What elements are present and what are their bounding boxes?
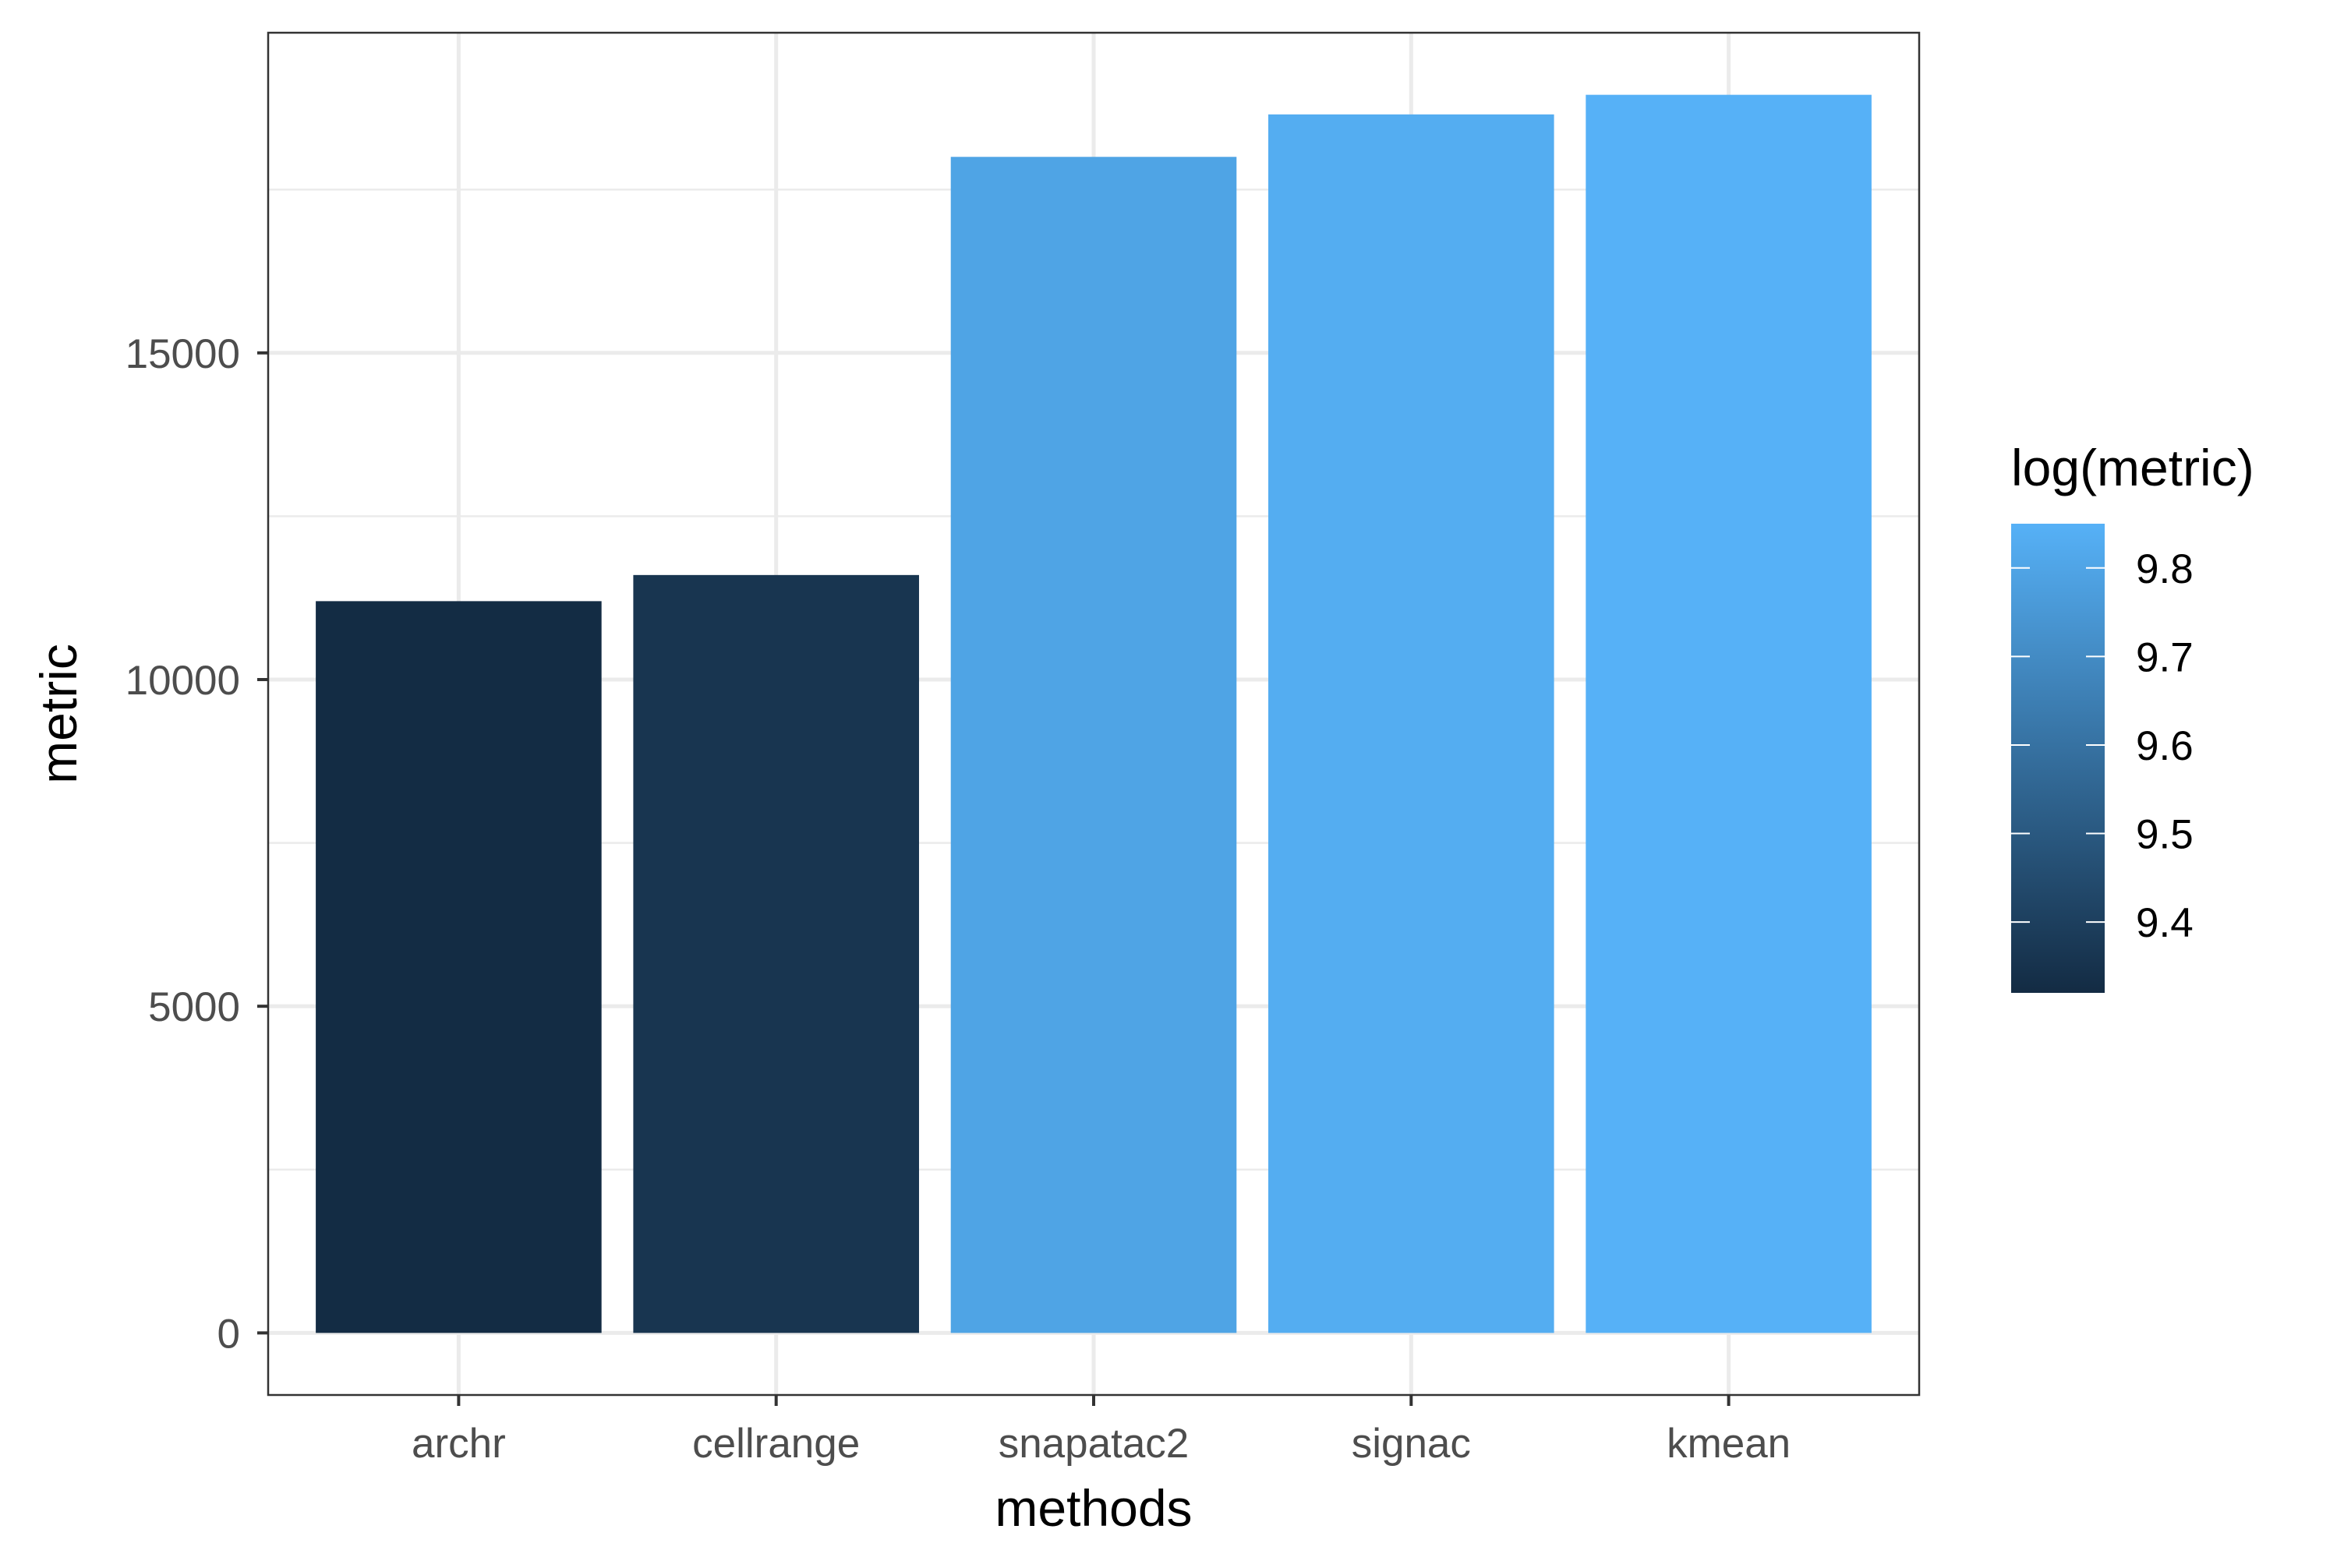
y-tick-label: 10000 bbox=[126, 658, 240, 704]
bar-kmean bbox=[1586, 94, 1872, 1333]
legend-tick-label: 9.8 bbox=[2136, 546, 2194, 592]
bar-archr bbox=[316, 601, 602, 1333]
axis-layer: 0 5000 10000 15000 archr cellrange snapatac2 si… bbox=[126, 331, 1791, 1467]
bar-snapatac2 bbox=[950, 157, 1237, 1333]
legend-colorbar bbox=[2011, 524, 2105, 993]
legend-tick-label: 9.6 bbox=[2136, 723, 2194, 769]
x-axis-title: methods bbox=[995, 1479, 1192, 1537]
x-tick-label: cellrange bbox=[692, 1421, 860, 1467]
legend-tick-label: 9.5 bbox=[2136, 812, 2194, 858]
bar-signac bbox=[1268, 114, 1554, 1333]
x-tick-label: snapatac2 bbox=[999, 1421, 1190, 1467]
bar-cellrange bbox=[633, 574, 919, 1333]
bar-layer bbox=[316, 94, 1872, 1333]
x-tick-label: archr bbox=[412, 1421, 506, 1467]
y-tick-label: 5000 bbox=[148, 984, 240, 1030]
legend-title: log(metric) bbox=[2011, 439, 2254, 496]
legend-tick-label: 9.4 bbox=[2136, 900, 2194, 946]
x-tick-label: kmean bbox=[1667, 1421, 1791, 1467]
y-tick-label: 0 bbox=[217, 1311, 240, 1357]
y-axis-title: metric bbox=[30, 644, 87, 784]
x-tick-label: signac bbox=[1352, 1421, 1471, 1467]
legend: log(metric) 9.4 9.5 9.6 9.7 9.8 bbox=[2011, 439, 2254, 993]
legend-ticks: 9.4 9.5 9.6 9.7 9.8 bbox=[2011, 546, 2194, 946]
legend-tick-label: 9.7 bbox=[2136, 634, 2194, 680]
y-tick-label: 15000 bbox=[126, 331, 240, 377]
